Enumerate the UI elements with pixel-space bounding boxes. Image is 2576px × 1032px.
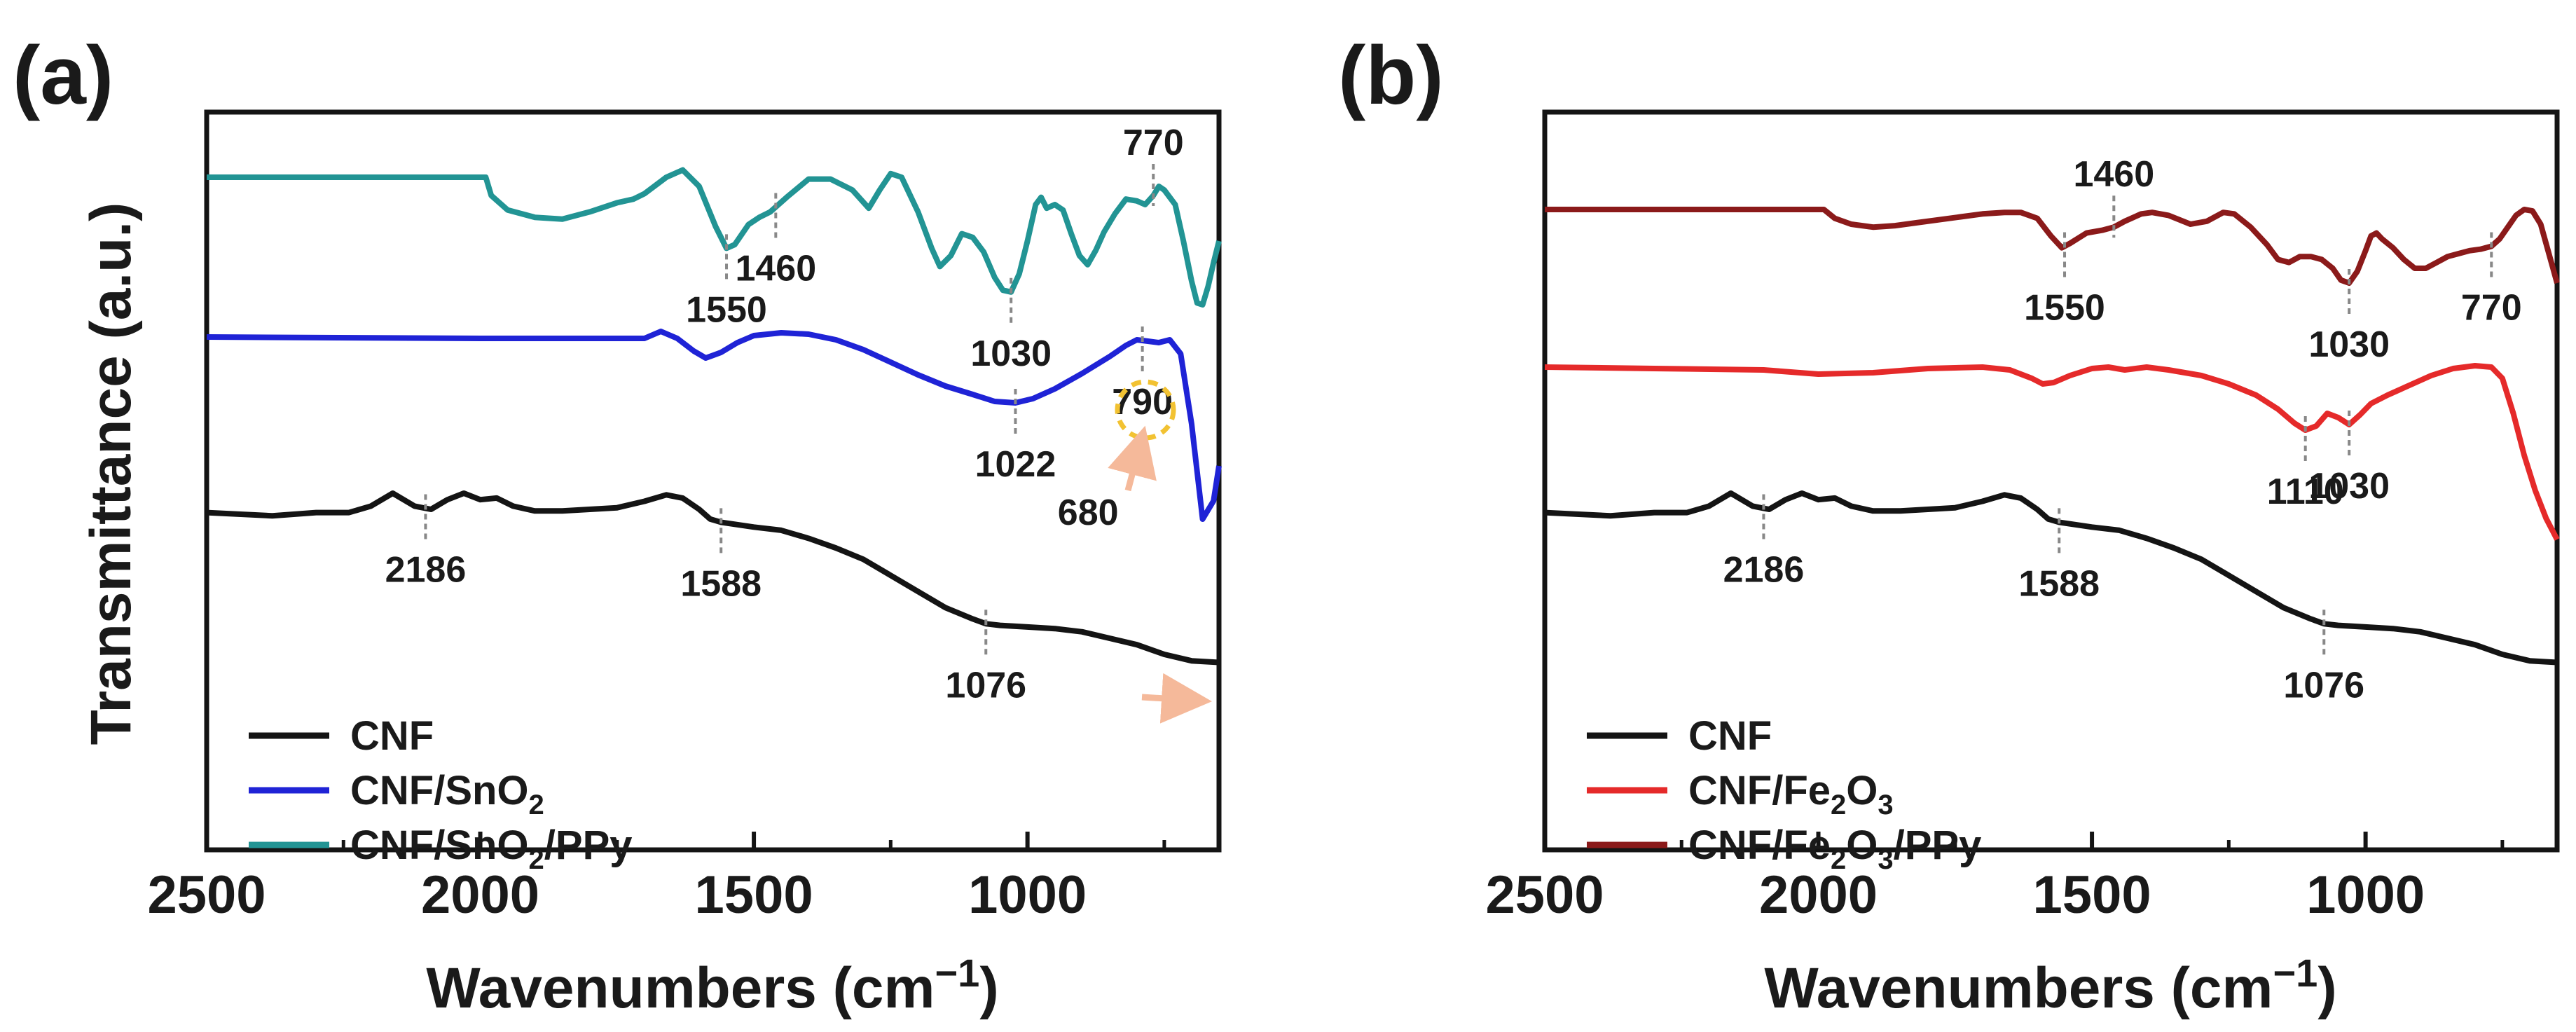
panel-a-chart: (a) Transmittance (a.u.) 2500 2000 1500 100… [13,29,1222,1020]
panel-a-highlight-circle [1115,379,1176,441]
panel-a-series-cnf-sno2-ppy [207,167,1222,308]
panel-a-x-tick-label: 1500 [695,865,813,925]
panel-b-peak-label: 1030 [2308,324,2390,365]
panel-a-legend-label: CNF/SnO2 [350,768,544,820]
panel-a-series [206,167,1222,666]
panel-a-peak-label: 1030 [970,333,1052,374]
panel-b-series [1544,207,2560,666]
panel-a-peak-label: 1022 [975,444,1056,485]
panel-b-legend-label: CNF/Fe2O3/PPy [1688,823,1981,875]
panel-a-y-axis-label: Transmittance (a.u.) [79,202,143,745]
panel-b-peak-label: 1110 [2267,472,2344,512]
panel-b-series-cnf [1544,490,2558,666]
panel-b-peak-label: 1550 [2024,288,2105,329]
panel-b-label: (b) [1338,29,1444,122]
panel-a-peak-label: 770 [1123,123,1184,163]
panel-b-peak-label: 1076 [2283,665,2364,706]
panel-a-peak-label: 1460 [735,248,816,289]
panel-b-peak-label: 2186 [1723,549,1805,590]
panel-b-legend-label: CNF [1688,713,1772,759]
panel-b-x-ticks: 2500 2000 1500 1000 [1485,832,2505,925]
panel-a-legend-label: CNF/SnO2/PPy [350,823,633,875]
panel-a-peak-label: 1076 [945,665,1026,706]
panel-b-x-tick-label: 2000 [1759,865,1878,925]
panel-b-peak-label: 1460 [2073,154,2154,195]
panel-b-chart: (b) 2500 2000 1500 1000 1550 1460 1030 770 1110… [1338,29,2560,1020]
panel-a-peak-label: 790 [1112,382,1173,422]
panel-a-peak-label: 680 [1058,493,1119,533]
panel-a-arrow-680 [1141,673,1212,724]
panel-b-legend-label: CNF/Fe2O3 [1688,768,1894,820]
panel-b-peak-label: 770 [2461,288,2522,329]
panel-a-x-tick-label: 2000 [421,865,539,925]
panel-a-arrow-790 [1108,425,1157,492]
panel-b-plot-frame [1542,109,2560,853]
panel-b-peak-label: 1588 [2018,563,2100,604]
panel-b-x-tick-label: 1500 [2033,865,2151,925]
panel-a-peak-label: 1588 [680,563,762,604]
panel-a-legend-label: CNF [350,713,434,759]
panel-a-x-tick-label: 1000 [968,865,1087,925]
panel-a-series-cnf [206,490,1220,666]
panel-b-x-tick-label: 1000 [2306,865,2425,925]
panel-b-x-axis-label: Wavenumbers (cm−1) [1764,951,2336,1020]
panel-a-x-axis-label: Wavenumbers (cm−1) [426,951,998,1020]
panel-a-series-cnf-sno2 [206,329,1222,522]
panel-a-peak-label: 2186 [385,549,467,590]
panel-b-x-tick-label: 2500 [1485,865,1604,925]
panel-a-label: (a) [13,29,113,122]
panel-a-peak-label: 1550 [686,289,767,330]
panel-a-x-ticks: 2500 2000 1500 1000 [147,832,1166,925]
panel-b-peak-label: 1030 [2308,466,2390,507]
panel-b-series-cnf-fe2o3 [1544,363,2560,541]
panel-a-x-tick-label: 2500 [147,865,266,925]
panel-b-series-cnf-fe2o3-ppy [1545,207,2560,286]
